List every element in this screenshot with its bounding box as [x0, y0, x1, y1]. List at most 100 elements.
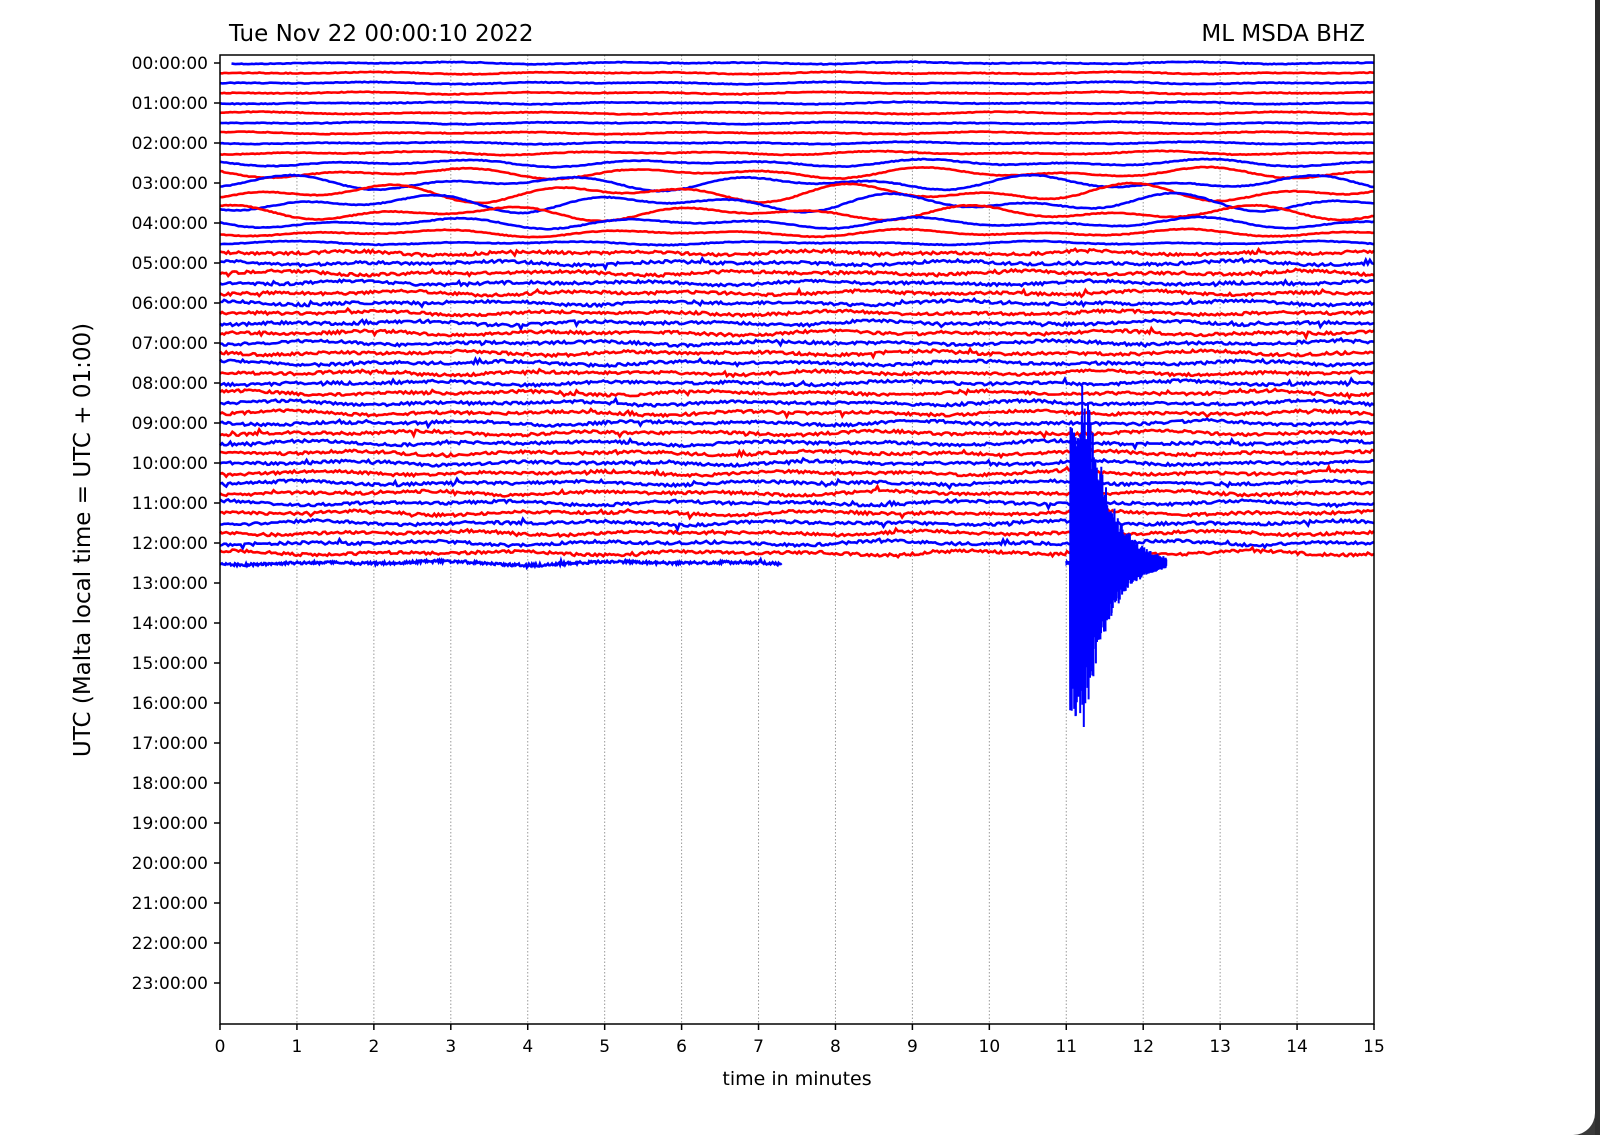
- x-tick-label-7: 7: [753, 1037, 764, 1057]
- y-tick-label-23: 23:00:00: [132, 974, 208, 994]
- x-tick-label-11: 11: [1055, 1037, 1077, 1057]
- trace-2: [219, 80, 1375, 86]
- trace-8: [219, 140, 1375, 146]
- x-tick-label-15: 15: [1363, 1037, 1385, 1057]
- trace-3: [219, 90, 1375, 96]
- x-tick-label-10: 10: [979, 1037, 1001, 1057]
- trace-31: [219, 367, 1375, 379]
- trace-10: [219, 157, 1375, 169]
- trace-12: [220, 173, 1375, 193]
- x-tick-label-4: 4: [522, 1037, 533, 1057]
- x-tick-label-13: 13: [1209, 1037, 1231, 1057]
- trace-49: [219, 545, 1375, 560]
- y-tick-label-19: 19:00:00: [132, 814, 208, 834]
- trace-21: [219, 267, 1375, 279]
- trace-11: [220, 165, 1375, 181]
- y-tick-label-14: 14:00:00: [132, 614, 208, 634]
- trace-25: [219, 306, 1375, 319]
- trace-18: [219, 239, 1375, 247]
- trace-34: [219, 396, 1375, 408]
- trace-39: [219, 447, 1375, 460]
- trace-19: [219, 246, 1375, 258]
- trace-43: [219, 483, 1375, 498]
- x-tick-label-9: 9: [907, 1037, 918, 1057]
- trace-30: [219, 356, 1375, 369]
- trace-5: [219, 110, 1375, 116]
- trace-24: [219, 297, 1375, 309]
- y-tick-label-5: 05:00:00: [132, 254, 208, 274]
- trace-26: [219, 318, 1375, 332]
- x-tick-label-0: 0: [215, 1037, 226, 1057]
- y-tick-label-2: 02:00:00: [132, 134, 208, 154]
- y-tick-label-4: 04:00:00: [132, 214, 208, 234]
- y-tick-label-7: 07:00:00: [132, 334, 208, 354]
- y-tick-label-20: 20:00:00: [132, 854, 208, 874]
- y-axis-ticks: 00:00:00 01:00:00 02:00:00 03:00:00 04:00:00…: [132, 54, 220, 994]
- trace-0: [231, 60, 1375, 66]
- trace-44: [219, 497, 1375, 511]
- trace-46: [219, 516, 1375, 533]
- y-tick-label-18: 18:00:00: [132, 774, 208, 794]
- y-tick-label-10: 10:00:00: [132, 454, 208, 474]
- trace-7: [219, 130, 1375, 136]
- x-axis-label: time in minutes: [722, 1068, 871, 1090]
- trace-29: [219, 346, 1375, 360]
- trace-47: [219, 526, 1375, 539]
- trace-40: [219, 456, 1375, 468]
- y-tick-label-17: 17:00:00: [132, 734, 208, 754]
- plot-frame: [219, 54, 1375, 1025]
- trace-27: [219, 325, 1375, 341]
- y-tick-label-16: 16:00:00: [132, 694, 208, 714]
- trace-36: [219, 417, 1375, 430]
- trace-37: [219, 426, 1375, 440]
- y-axis-label: UTC (Malta local time = UTC + 01:00): [70, 323, 96, 757]
- trace-4: [219, 100, 1375, 106]
- event-waveform: [1065, 385, 1168, 728]
- y-tick-label-21: 21:00:00: [132, 894, 208, 914]
- trace-50: [219, 556, 783, 571]
- x-tick-label-12: 12: [1132, 1037, 1154, 1057]
- seismic-traces: [219, 60, 1375, 571]
- trace-15: [219, 203, 1375, 223]
- trace-45: [220, 507, 1375, 521]
- trace-41: [219, 463, 1375, 479]
- desktop-background-strip: [1595, 0, 1600, 1135]
- trace-38: [219, 436, 1375, 451]
- trace-42: [219, 476, 1375, 491]
- x-tick-label-2: 2: [368, 1037, 379, 1057]
- x-tick-label-8: 8: [830, 1037, 841, 1057]
- trace-28: [219, 336, 1375, 349]
- trace-6: [219, 120, 1374, 126]
- x-tick-label-5: 5: [599, 1037, 610, 1057]
- y-tick-label-22: 22:00:00: [132, 934, 208, 954]
- y-tick-label-11: 11:00:00: [132, 494, 208, 514]
- x-tick-label-14: 14: [1286, 1037, 1308, 1057]
- trace-23: [219, 286, 1375, 299]
- trace-33: [219, 387, 1375, 400]
- y-tick-label-9: 09:00:00: [132, 414, 208, 434]
- y-tick-label-8: 08:00:00: [132, 374, 208, 394]
- trace-22: [219, 278, 1374, 288]
- x-axis-ticks: 0 1 2 3 4 5 6 7 8 9 10 11 12 13 14 15: [215, 1024, 1385, 1057]
- trace-32: [219, 376, 1375, 388]
- trace-16: [219, 215, 1375, 231]
- trace-17: [219, 227, 1375, 239]
- trace-48: [219, 536, 1375, 552]
- x-tick-label-3: 3: [445, 1037, 456, 1057]
- y-tick-label-12: 12:00:00: [132, 534, 208, 554]
- y-tick-label-1: 01:00:00: [132, 94, 208, 114]
- chart-title-right: ML MSDA BHZ: [1201, 21, 1365, 47]
- y-tick-label-13: 13:00:00: [132, 574, 208, 594]
- y-tick-label-0: 00:00:00: [132, 54, 208, 74]
- chart-title-left: Tue Nov 22 00:00:10 2022: [228, 21, 534, 47]
- trace-1: [219, 70, 1375, 76]
- trace-9: [219, 149, 1374, 157]
- y-tick-label-3: 03:00:00: [132, 174, 208, 194]
- trace-35: [219, 407, 1375, 420]
- trace-20: [219, 255, 1375, 272]
- earthquake-event-trace: [1065, 385, 1168, 728]
- x-tick-label-6: 6: [676, 1037, 687, 1057]
- y-tick-label-6: 06:00:00: [132, 294, 208, 314]
